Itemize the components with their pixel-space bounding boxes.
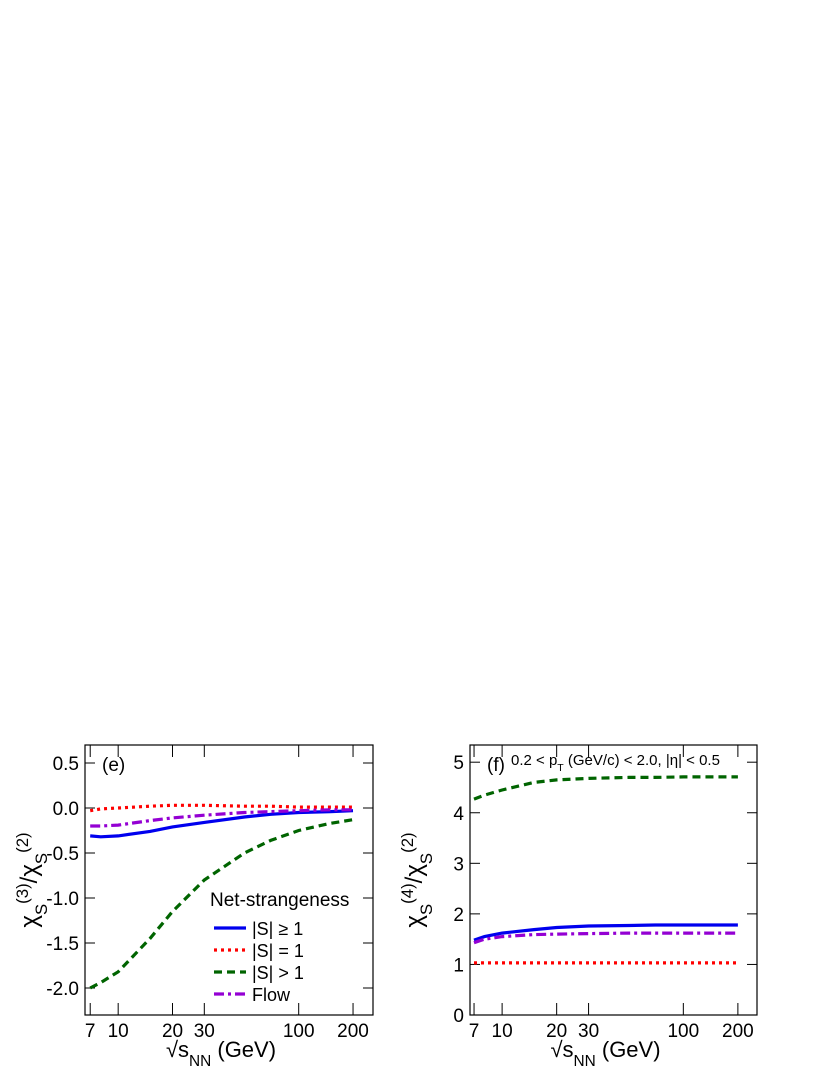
- y-tick-label: 5: [453, 753, 464, 774]
- x-tick-label: 100: [667, 1021, 699, 1042]
- panel-label: (f): [487, 755, 505, 776]
- x-tick-label: 30: [194, 1021, 215, 1042]
- x-tick-label: 200: [722, 1021, 754, 1042]
- y-tick-label: 4: [453, 804, 464, 825]
- y-axis-label-part: (2): [398, 832, 417, 853]
- x-axis-label-part: √: [550, 1037, 563, 1062]
- y-axis-label-part: /χ: [16, 864, 43, 884]
- series-line: [473, 775, 738, 801]
- y-axis-label: χS(3)/χS(2): [13, 832, 51, 927]
- series-line: [473, 931, 738, 945]
- series-line: [89, 803, 353, 813]
- y-axis-label-part: S: [32, 904, 51, 915]
- y-tick-label: -1.5: [46, 934, 79, 955]
- x-axis-label-part: (GeV): [211, 1037, 276, 1062]
- y-axis-label-part: S: [32, 853, 51, 864]
- y-tick-label: 3: [453, 854, 464, 875]
- x-tick-label: 7: [469, 1021, 480, 1042]
- legend-label: |S| > 1: [252, 963, 304, 983]
- x-axis-label: √sNN (GeV): [166, 1037, 276, 1070]
- subtitle-part: T: [557, 762, 564, 774]
- legend-title: Net-strangeness: [210, 890, 349, 911]
- plot-frame: [469, 744, 758, 1016]
- x-axis-label-part: (GeV): [596, 1037, 661, 1062]
- subtitle: 0.2 < pT (GeV/c) < 2.0, |η| < 0.5: [511, 752, 720, 774]
- series-line: [90, 808, 353, 828]
- y-axis-label-part: (3): [13, 883, 32, 904]
- x-axis-label-part: s: [178, 1037, 189, 1062]
- series-line: [473, 923, 738, 942]
- y-tick-label: -1.0: [46, 889, 79, 910]
- y-axis-label-part: χ: [401, 915, 428, 928]
- series-line: [90, 809, 354, 839]
- x-axis-label: √sNN (GeV): [550, 1037, 660, 1070]
- legend-label: |S| ≥ 1: [252, 919, 303, 939]
- y-tick-label: 0: [453, 1006, 464, 1027]
- x-axis-label-part: √: [166, 1037, 179, 1062]
- y-axis-label-part: S: [417, 853, 436, 864]
- legend-label: Flow: [252, 985, 291, 1005]
- x-tick-label: 20: [546, 1021, 567, 1042]
- x-tick-label: 10: [108, 1021, 129, 1042]
- y-axis-label-part: (2): [13, 832, 32, 853]
- y-tick-label: 1: [453, 955, 464, 976]
- x-axis-label-part: NN: [574, 1053, 596, 1070]
- y-tick-label: -0.5: [46, 844, 79, 865]
- x-axis-label-part: NN: [189, 1053, 211, 1070]
- y-tick-label: 2: [453, 905, 464, 926]
- y-axis-label: χS(4)/χS(2): [398, 832, 436, 927]
- y-tick-label: 0.0: [53, 799, 79, 820]
- x-tick-label: 10: [492, 1021, 513, 1042]
- x-axis-label-part: s: [563, 1037, 574, 1062]
- subtitle-part: (GeV/c) < 2.0, |η| < 0.5: [564, 752, 720, 769]
- y-axis-label-part: S: [417, 904, 436, 915]
- y-tick-label: -2.0: [46, 979, 79, 1000]
- y-axis-label-part: /χ: [401, 864, 428, 884]
- y-axis-label-part: (4): [398, 883, 417, 904]
- y-tick-label: 0.5: [53, 754, 79, 775]
- x-tick-label: 200: [337, 1021, 369, 1042]
- x-tick-label: 20: [162, 1021, 183, 1042]
- panel-label: (e): [102, 755, 125, 776]
- legend-label: |S| = 1: [252, 941, 304, 961]
- plot-frame: [84, 744, 374, 1016]
- series-line: [89, 818, 354, 990]
- y-axis-label-part: χ: [16, 915, 43, 928]
- x-tick-label: 30: [578, 1021, 599, 1042]
- subtitle-part: 0.2 < p: [511, 752, 557, 769]
- x-tick-label: 7: [85, 1021, 96, 1042]
- x-tick-label: 100: [283, 1021, 315, 1042]
